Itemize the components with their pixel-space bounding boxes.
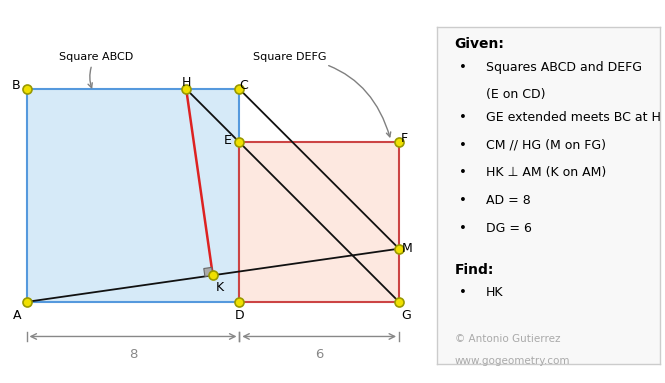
Text: •: • [459, 194, 467, 207]
Text: C: C [239, 79, 248, 92]
Text: A: A [13, 309, 21, 322]
Text: GE extended meets BC at H: GE extended meets BC at H [486, 111, 661, 124]
Text: www.gogeometry.com: www.gogeometry.com [455, 356, 570, 366]
Text: B: B [12, 79, 20, 92]
Text: •: • [459, 111, 467, 124]
Text: Square ABCD: Square ABCD [59, 52, 133, 88]
Text: Find:: Find: [455, 263, 494, 277]
Polygon shape [27, 89, 239, 302]
Text: •: • [459, 222, 467, 235]
Text: HK ⊥ AM (K on AM): HK ⊥ AM (K on AM) [486, 166, 606, 179]
Text: •: • [459, 61, 467, 74]
Polygon shape [239, 142, 399, 302]
Text: CM // HG (M on FG): CM // HG (M on FG) [486, 139, 606, 152]
Text: M: M [402, 242, 412, 255]
Text: DG = 6: DG = 6 [486, 222, 532, 235]
Text: HK: HK [486, 286, 503, 300]
Text: K: K [215, 281, 223, 294]
Text: G: G [401, 309, 410, 322]
Text: •: • [459, 139, 467, 152]
Text: H: H [182, 76, 191, 89]
Text: D: D [235, 309, 244, 322]
Text: F: F [401, 132, 408, 145]
Text: AD = 8: AD = 8 [486, 194, 531, 207]
Text: Given:: Given: [455, 37, 505, 51]
Text: (E on CD): (E on CD) [486, 88, 545, 101]
Text: •: • [459, 166, 467, 179]
Polygon shape [203, 267, 213, 277]
Text: Square DEFG: Square DEFG [253, 52, 391, 137]
Text: •: • [459, 286, 467, 300]
Text: 8: 8 [129, 348, 137, 361]
Text: 6: 6 [315, 348, 323, 361]
Text: E: E [223, 134, 231, 147]
Text: © Antonio Gutierrez: © Antonio Gutierrez [455, 334, 560, 344]
Text: Squares ABCD and DEFG: Squares ABCD and DEFG [486, 61, 642, 74]
